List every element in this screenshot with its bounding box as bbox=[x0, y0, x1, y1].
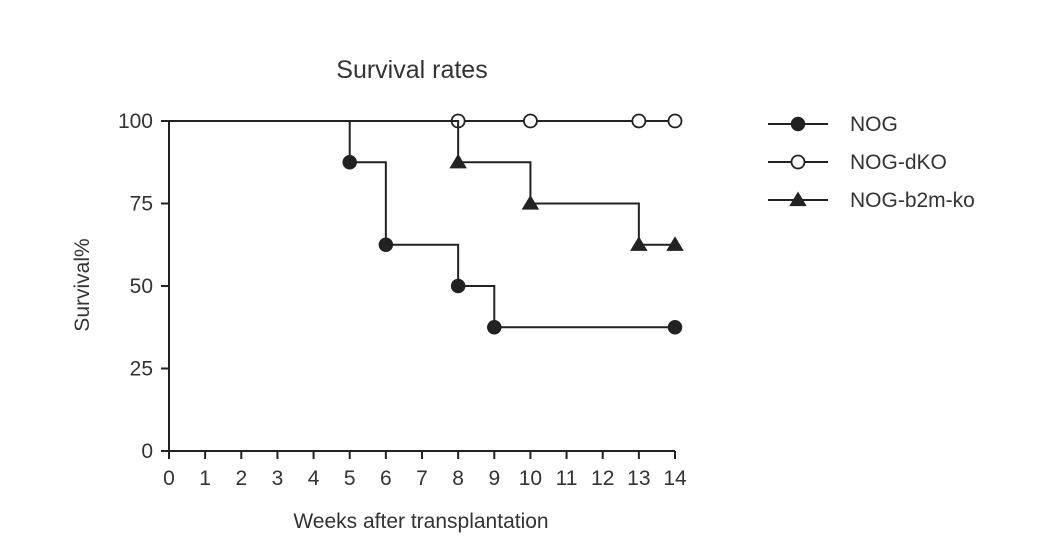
data-point bbox=[667, 320, 683, 335]
x-tick-label: 11 bbox=[556, 467, 578, 490]
y-tick-label: 25 bbox=[130, 358, 153, 381]
legend-label: NOG-b2m-ko bbox=[850, 189, 975, 212]
x-axis-label: Weeks after transplantation bbox=[293, 510, 548, 533]
plot-area bbox=[169, 113, 684, 335]
x-tick-label: 10 bbox=[519, 467, 542, 490]
chart-title: Survival rates bbox=[336, 56, 487, 84]
y-axis-label: Survival% bbox=[71, 238, 94, 331]
legend-marker bbox=[789, 191, 807, 207]
x-tick-label: 9 bbox=[488, 467, 500, 490]
series-2 bbox=[169, 120, 684, 251]
x-tick-label: 3 bbox=[272, 467, 284, 490]
series-line bbox=[169, 120, 675, 329]
legend-item-0: NOG bbox=[768, 113, 898, 136]
data-point bbox=[523, 113, 538, 129]
data-point bbox=[667, 113, 683, 129]
legend: NOG NOG-dKO NOG-b2m-ko bbox=[768, 113, 975, 212]
y-tick-label: 75 bbox=[130, 193, 153, 216]
data-point bbox=[342, 155, 357, 170]
data-point bbox=[666, 236, 684, 251]
y-tick-label: 50 bbox=[130, 275, 153, 298]
data-point bbox=[630, 236, 648, 251]
data-point bbox=[449, 153, 467, 169]
series-0 bbox=[169, 120, 683, 335]
x-tick-label: 4 bbox=[308, 467, 320, 490]
x-tick-label: 12 bbox=[591, 467, 614, 490]
x-tick-label: 8 bbox=[452, 467, 464, 490]
legend-item-2: NOG-b2m-ko bbox=[768, 189, 975, 212]
data-point bbox=[378, 237, 394, 252]
legend-label: NOG bbox=[850, 113, 898, 136]
legend-label: NOG-dKO bbox=[850, 151, 947, 174]
x-tick-label: 0 bbox=[163, 467, 175, 490]
legend-marker bbox=[790, 116, 806, 132]
series-line bbox=[169, 120, 675, 246]
x-tick-label: 7 bbox=[416, 467, 428, 490]
legend-marker bbox=[790, 154, 806, 170]
x-tick-label: 14 bbox=[663, 467, 687, 490]
y-tick-label: 0 bbox=[141, 440, 153, 463]
x-tick-label: 6 bbox=[380, 467, 392, 490]
x-tick-label: 1 bbox=[199, 467, 211, 490]
data-point bbox=[631, 113, 647, 129]
x-tick-label: 2 bbox=[235, 467, 247, 490]
data-point bbox=[450, 278, 466, 294]
data-point bbox=[487, 320, 502, 335]
x-tick-label: 13 bbox=[627, 467, 650, 490]
data-point bbox=[521, 195, 540, 210]
y-tick-label: 100 bbox=[118, 110, 153, 133]
x-tick-label: 5 bbox=[344, 467, 356, 490]
legend-item-1: NOG-dKO bbox=[768, 151, 947, 174]
